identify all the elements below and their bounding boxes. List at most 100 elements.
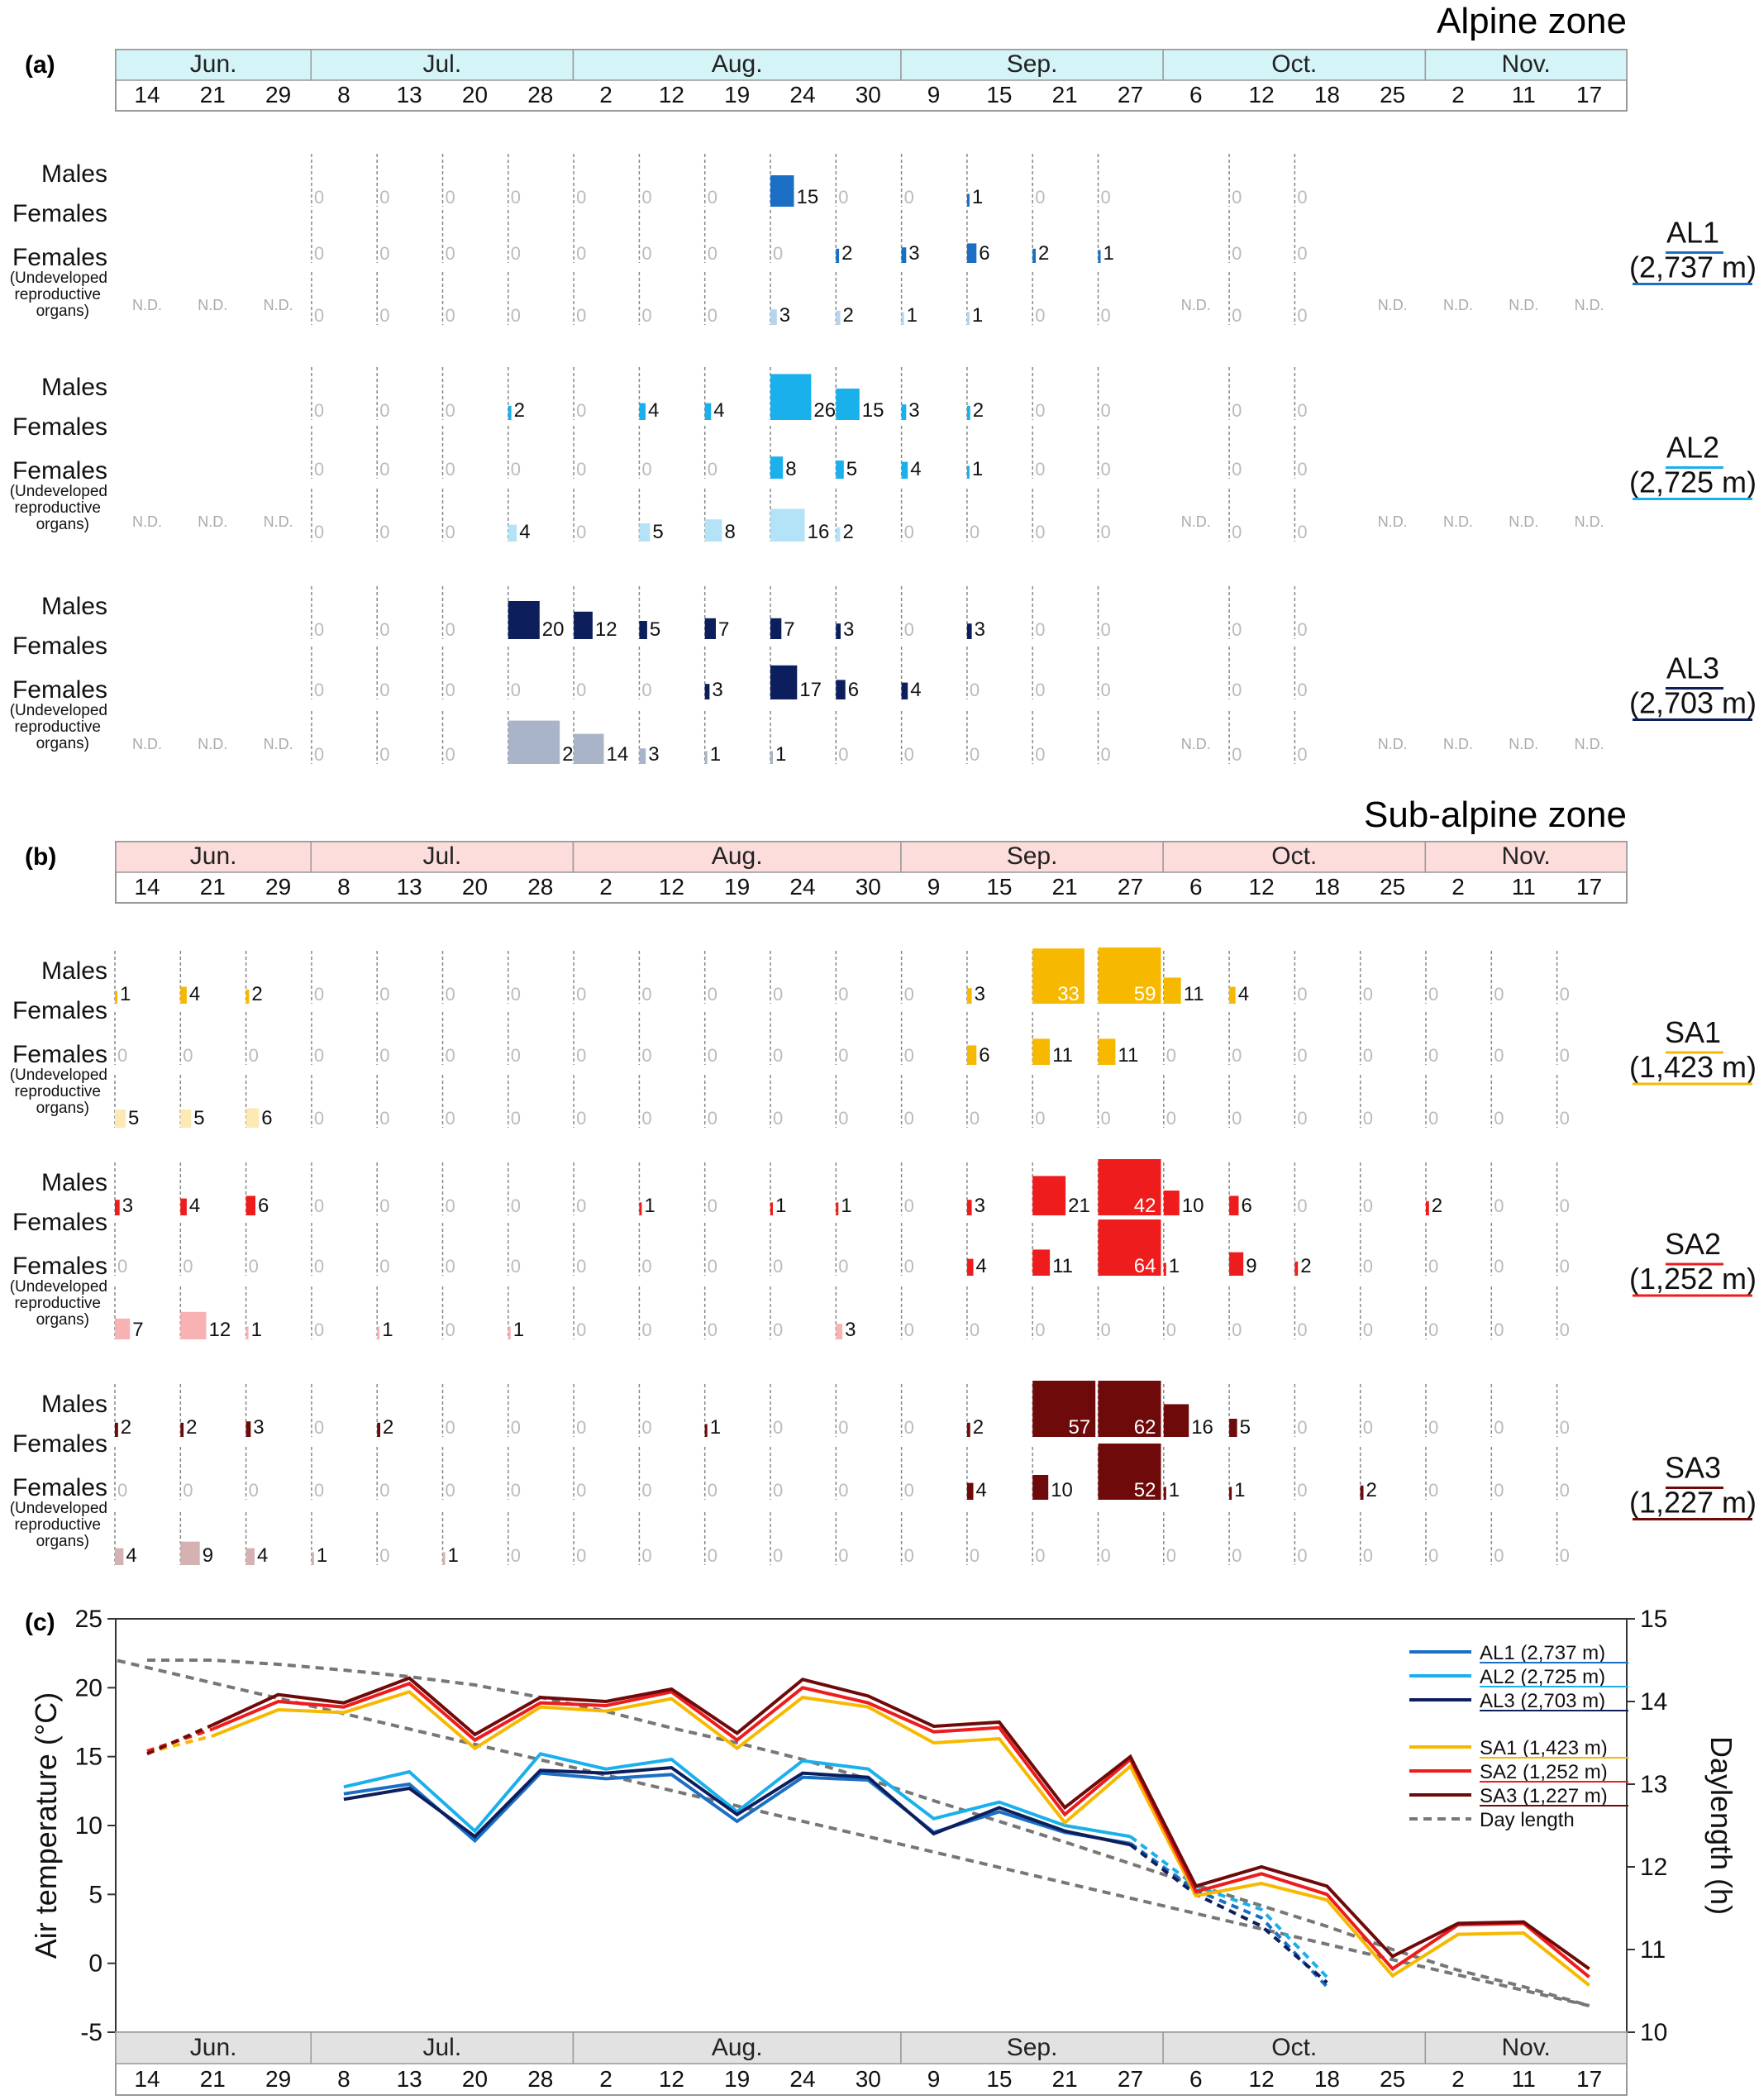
panel-label-a: (a) xyxy=(25,51,55,79)
zero-label: 0 xyxy=(314,1196,324,1216)
zero-label: 0 xyxy=(904,1480,914,1501)
zero-label: 0 xyxy=(1297,1320,1307,1340)
date-label: 30 xyxy=(856,874,881,900)
zero-label: 0 xyxy=(1297,1045,1307,1066)
count-bar xyxy=(245,1326,249,1339)
count-bar xyxy=(1229,986,1236,1004)
zero-label: 0 xyxy=(1232,187,1242,208)
zero-label: 0 xyxy=(708,1320,717,1340)
date-label: 28 xyxy=(527,82,553,107)
count-label: 2 xyxy=(1300,1255,1311,1277)
zero-label: 0 xyxy=(446,619,455,640)
row-label-undeveloped-1: (Undeveloped xyxy=(10,1500,107,1517)
zero-label: 0 xyxy=(1428,1045,1438,1066)
count-label: 7 xyxy=(132,1319,143,1341)
date-label: 12 xyxy=(1249,874,1275,900)
zero-label: 0 xyxy=(838,984,848,1005)
series-line-dashed xyxy=(146,1723,214,1756)
date-label: 13 xyxy=(397,82,422,107)
zero-label: 0 xyxy=(904,1256,914,1277)
y-tick-label: 25 xyxy=(75,1606,102,1633)
zero-label: 0 xyxy=(576,984,586,1005)
count-label: 16 xyxy=(1191,1416,1213,1439)
month-cell xyxy=(115,2031,312,2064)
date-label: 19 xyxy=(724,82,750,107)
row-label-females: Females xyxy=(12,1209,107,1236)
month-cell xyxy=(1162,49,1427,81)
date-label: 12 xyxy=(659,874,684,900)
zero-label: 0 xyxy=(314,1417,324,1438)
zero-label: 0 xyxy=(904,1545,914,1566)
subalpine-bar-panel: MalesFemalesFemales(Undevelopedreproduct… xyxy=(10,947,1757,1567)
zero-label: 0 xyxy=(576,305,586,326)
zero-label: 0 xyxy=(773,1545,783,1566)
zero-label: 0 xyxy=(1232,1045,1242,1066)
count-bar xyxy=(901,247,907,263)
count-label: 3 xyxy=(648,743,659,766)
count-label: 4 xyxy=(189,1195,200,1217)
count-bar xyxy=(442,1552,446,1565)
month-label: Aug. xyxy=(712,50,763,78)
nd-label: N.D. xyxy=(1575,513,1604,530)
count-bar xyxy=(508,601,540,639)
month-label: Jun. xyxy=(190,842,237,870)
zero-label: 0 xyxy=(379,305,389,326)
series-line xyxy=(212,1682,1590,1978)
row-label-undeveloped-2: reproductive xyxy=(14,718,101,736)
zero-label: 0 xyxy=(773,1480,783,1501)
zero-label: 0 xyxy=(511,243,521,264)
count-label: 2 xyxy=(973,399,984,422)
date-label: 24 xyxy=(789,874,815,900)
zero-label: 0 xyxy=(904,1417,914,1438)
row-label-males: Males xyxy=(41,374,107,401)
zero-label: 0 xyxy=(1363,1045,1373,1066)
zero-label: 0 xyxy=(1494,1545,1504,1566)
date-label: 21 xyxy=(1052,2066,1078,2092)
zero-label: 0 xyxy=(1297,400,1307,421)
count-label: 10 xyxy=(1051,1479,1073,1501)
row-label-undeveloped-1: (Undeveloped xyxy=(10,702,107,719)
count-bar xyxy=(901,312,904,325)
zero-label: 0 xyxy=(511,1108,521,1129)
count-label: 4 xyxy=(189,983,200,1005)
zero-label: 0 xyxy=(1297,1196,1307,1216)
zero-label: 0 xyxy=(1560,1320,1570,1340)
count-bar xyxy=(1032,248,1036,263)
zero-label: 0 xyxy=(446,1417,455,1438)
row-label-undeveloped-3: organs) xyxy=(36,1311,89,1329)
count-bar xyxy=(639,748,646,764)
zero-label: 0 xyxy=(1232,305,1242,326)
count-label: 1 xyxy=(1234,1479,1245,1501)
count-label: 3 xyxy=(975,1195,985,1217)
month-cell xyxy=(900,49,1164,81)
date-label: 27 xyxy=(1118,874,1143,900)
date-label: 21 xyxy=(1052,82,1078,107)
date-label: 2 xyxy=(1452,2066,1465,2092)
count-label: 6 xyxy=(979,242,989,265)
zero-label: 0 xyxy=(183,1256,193,1277)
zero-label: 0 xyxy=(904,1196,914,1216)
zero-label: 0 xyxy=(838,187,848,208)
zero-label: 0 xyxy=(1101,305,1111,326)
zero-label: 0 xyxy=(1494,1256,1504,1277)
count-bar xyxy=(704,403,712,420)
count-label: 8 xyxy=(785,458,796,480)
zero-label: 0 xyxy=(1297,1108,1307,1129)
site-id-label: AL2 xyxy=(1666,431,1719,465)
date-label: 15 xyxy=(986,874,1012,900)
count-bar xyxy=(115,1200,120,1215)
row-label-females-undeveloped: Females xyxy=(12,1253,107,1280)
count-bar xyxy=(770,456,784,479)
zero-label: 0 xyxy=(641,1320,651,1340)
zero-label: 0 xyxy=(379,680,389,700)
count-bar xyxy=(770,1202,773,1215)
count-bar xyxy=(180,986,187,1004)
zero-label: 0 xyxy=(904,744,914,765)
row-label-females-undeveloped: Females xyxy=(12,1041,107,1068)
count-bar xyxy=(115,990,117,1004)
zero-label: 0 xyxy=(1035,1108,1045,1129)
zero-label: 0 xyxy=(1363,1256,1373,1277)
zero-label: 0 xyxy=(576,187,586,208)
zero-label: 0 xyxy=(314,187,324,208)
zero-label: 0 xyxy=(314,522,324,542)
